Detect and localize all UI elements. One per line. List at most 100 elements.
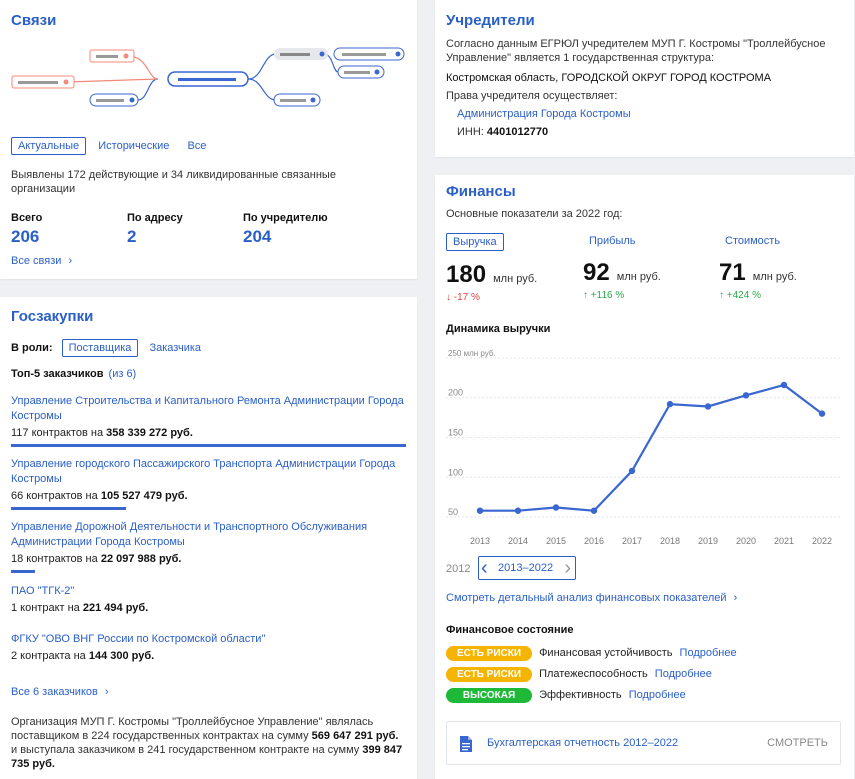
- data-point[interactable]: [818, 410, 826, 417]
- customer-sum: 22 097 988 руб.: [100, 553, 182, 565]
- customer-name-link[interactable]: ПАО "ТГК-2": [11, 585, 75, 597]
- customer-name-link[interactable]: Управление Дорожной Деятельности и Транс…: [11, 521, 368, 548]
- high-badge: ВЫСОКАЯ: [446, 688, 532, 703]
- report-card[interactable]: Бухгалтерская отчетность 2012–2022 СМОТР…: [446, 721, 841, 765]
- metric-change: +424 %: [726, 290, 761, 301]
- y-tick-label: 150: [448, 428, 463, 438]
- metric-profit: Прибыль 92 млн руб. ↑ +116 %: [583, 233, 661, 301]
- customer-name-link[interactable]: Управление городского Пассажирского Тран…: [11, 458, 396, 485]
- finance-subtitle: Основные показатели за 2022 год:: [446, 208, 623, 220]
- chevron-left-icon[interactable]: ‹: [481, 557, 488, 579]
- links-graph[interactable]: [8, 42, 408, 112]
- metric-tab-revenue[interactable]: Выручка: [446, 233, 504, 251]
- stat-address: По адресу 2: [127, 212, 183, 247]
- metric-unit: млн руб.: [616, 271, 661, 283]
- data-point[interactable]: [742, 392, 750, 399]
- links-card: Связи Актуальные Исторические Все: [0, 0, 417, 279]
- all-customers-label: Все 6 заказчиков: [11, 686, 98, 698]
- customer-name-link[interactable]: ФГКУ "ОВО ВНГ России по Костромской обла…: [11, 633, 266, 645]
- finance-card: Финансы Основные показатели за 2022 год:…: [435, 175, 854, 779]
- state-details-link[interactable]: Подробнее: [628, 689, 686, 701]
- metric-tab-cost[interactable]: Стоимость: [725, 235, 781, 247]
- financial-state-title: Финансовое состояние: [446, 624, 574, 636]
- state-row: ЕСТЬ РИСКИ Финансовая устойчивость Подро…: [446, 646, 737, 661]
- customer-sum: 105 527 479 руб.: [100, 490, 188, 502]
- state-details-link[interactable]: Подробнее: [654, 668, 712, 680]
- chevron-right-icon: ›: [104, 686, 109, 698]
- revenue-line: [480, 383, 823, 512]
- metric-unit: млн руб.: [493, 273, 538, 285]
- y-tick-label: 250 млн руб.: [448, 349, 496, 358]
- data-point[interactable]: [514, 507, 522, 514]
- state-details-link[interactable]: Подробнее: [679, 647, 737, 659]
- x-tick-label: 2014: [508, 536, 528, 546]
- customer-sum: 358 339 272 руб.: [106, 427, 193, 439]
- data-point[interactable]: [476, 507, 484, 514]
- tab-historical[interactable]: Исторические: [98, 140, 170, 152]
- customer-contracts: 117 контрактов на: [11, 427, 104, 439]
- x-tick-label: 2016: [584, 536, 604, 546]
- summary-sum-1: 569 647 291 руб.: [311, 730, 399, 742]
- customer-item: Управление Дорожной Деятельности и Транс…: [11, 520, 406, 573]
- founder-org-link[interactable]: Администрация Города Костромы: [457, 108, 631, 120]
- state-label: Платежеспособность: [539, 668, 648, 680]
- customer-name-link[interactable]: Управление Строительства и Капитального …: [11, 395, 404, 422]
- x-tick-label: 2020: [736, 536, 756, 546]
- y-tick-label: 100: [448, 467, 463, 477]
- metric-tab-profit[interactable]: Прибыль: [589, 235, 636, 247]
- metric-unit: млн руб.: [752, 271, 797, 283]
- tab-all[interactable]: Все: [187, 140, 207, 152]
- metric-value: 92: [583, 259, 610, 286]
- customer-contracts: 1 контракт на: [11, 602, 80, 614]
- founders-rights-label: Права учредителя осуществляет:: [446, 90, 618, 102]
- x-tick-label: 2019: [698, 536, 718, 546]
- risk-badge: ЕСТЬ РИСКИ: [446, 646, 532, 661]
- data-point[interactable]: [628, 467, 636, 475]
- customer-item: ФГКУ "ОВО ВНГ России по Костромской обла…: [11, 632, 406, 662]
- arrow-up-icon: ↑: [583, 290, 588, 301]
- data-point[interactable]: [552, 504, 560, 511]
- range-selector[interactable]: ‹ 2013–2022 ›: [478, 556, 576, 580]
- data-point[interactable]: [780, 381, 788, 389]
- all-links-link[interactable]: Все связи ›: [11, 255, 72, 267]
- founders-text: Согласно данным ЕГРЮЛ учредителем МУП Г.…: [446, 38, 826, 64]
- founder-inn: ИНН: 4401012770: [457, 126, 548, 138]
- revenue-chart[interactable]: 50 100 150 200 250 млн руб. 2013 2014 2015 2016 2…: [435, 340, 854, 550]
- chevron-right-icon[interactable]: ›: [564, 557, 571, 579]
- inn-value: 4401012770: [486, 126, 549, 138]
- x-tick-label: 2017: [622, 536, 642, 546]
- top-count: (из 6): [108, 368, 137, 380]
- all-links-label: Все связи: [11, 255, 62, 267]
- stat-value[interactable]: 206: [11, 227, 40, 246]
- founders-region: Костромская область, ГОРОДСКОЙ ОКРУГ ГОР…: [446, 72, 772, 84]
- financial-analysis-link[interactable]: Смотреть детальный анализ финансовых пок…: [446, 592, 737, 604]
- range-start: 2012: [446, 563, 471, 575]
- all-customers-link[interactable]: Все 6 заказчиков ›: [11, 686, 109, 698]
- top-label: Топ-5 заказчиков: [11, 368, 104, 380]
- role-supplier-tab[interactable]: Поставщика: [61, 339, 139, 357]
- data-point[interactable]: [590, 507, 598, 514]
- y-tick-label: 50: [448, 507, 458, 517]
- customer-contracts: 2 контракта на: [11, 650, 86, 662]
- metric-change: -17 %: [453, 292, 480, 303]
- data-point[interactable]: [666, 400, 674, 408]
- risk-badge: ЕСТЬ РИСКИ: [446, 667, 532, 682]
- data-point[interactable]: [704, 403, 712, 410]
- state-row: ВЫСОКАЯ Эффективность Подробнее: [446, 688, 686, 703]
- role-customer-tab[interactable]: Заказчика: [149, 342, 202, 354]
- stat-value[interactable]: 2: [127, 227, 137, 246]
- document-icon: [460, 736, 472, 752]
- stat-value[interactable]: 204: [243, 227, 272, 246]
- stat-total: Всего 206: [11, 212, 42, 247]
- report-view-button[interactable]: СМОТРЕТЬ: [767, 737, 828, 749]
- procurement-title: Госзакупки: [11, 308, 94, 325]
- customer-item: Управление Строительства и Капитального …: [11, 394, 406, 447]
- report-label[interactable]: Бухгалтерская отчетность 2012–2022: [487, 737, 679, 749]
- tab-actual[interactable]: Актуальные: [11, 137, 87, 155]
- x-tick-label: 2018: [660, 536, 680, 546]
- x-tick-label: 2022: [812, 536, 832, 546]
- chart-title: Динамика выручки: [446, 323, 551, 335]
- customer-share-bar: [11, 570, 35, 573]
- inn-label: ИНН:: [457, 126, 484, 138]
- chevron-right-icon: ›: [68, 255, 73, 267]
